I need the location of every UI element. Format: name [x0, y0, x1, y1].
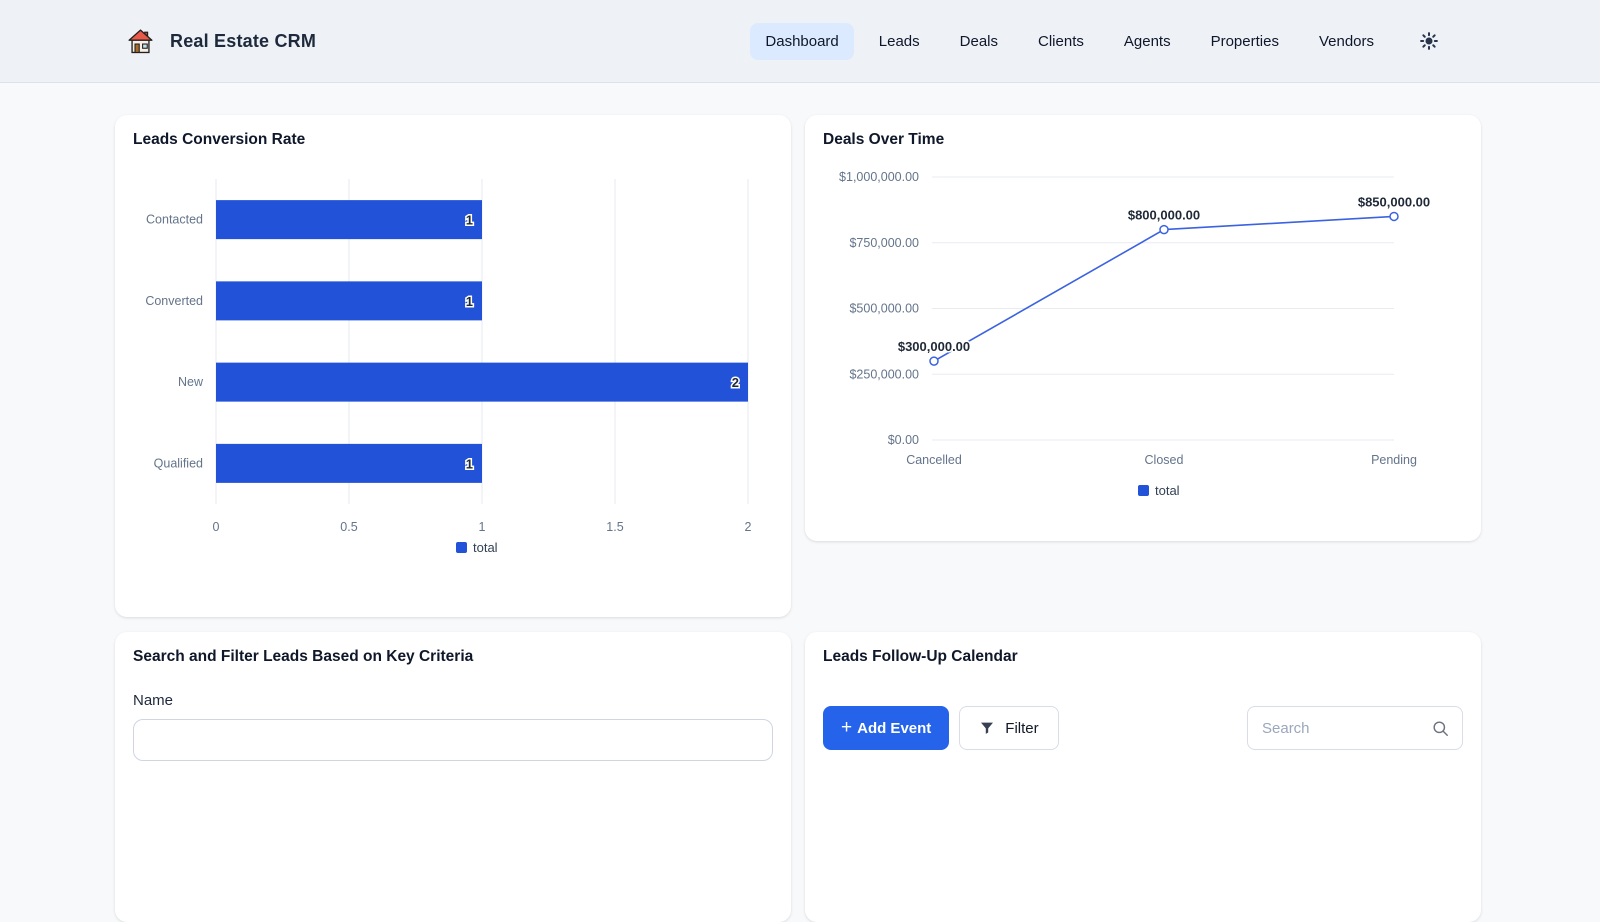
- magnifier-icon: [1431, 719, 1450, 738]
- y-tick-label: $1,000,000.00: [839, 170, 919, 184]
- follow-up-calendar-card: Leads Follow-Up Calendar + Add Event Fil…: [805, 632, 1481, 922]
- search-filter-title: Search and Filter Leads Based on Key Cri…: [133, 648, 474, 665]
- deals-over-time-title: Deals Over Time: [823, 131, 945, 148]
- add-event-button[interactable]: + Add Event: [823, 706, 950, 750]
- nav-item-properties[interactable]: Properties: [1196, 23, 1294, 60]
- x-category-label: Closed: [1145, 453, 1184, 467]
- legend-swatch[interactable]: [1138, 485, 1149, 496]
- data-point: [929, 356, 939, 366]
- point-value-label: $300,000.00: [898, 339, 970, 354]
- brand[interactable]: Real Estate CRM: [127, 28, 316, 55]
- nav-item-clients[interactable]: Clients: [1023, 23, 1099, 60]
- x-category-label: Cancelled: [906, 453, 962, 467]
- bar-contacted: [216, 200, 482, 240]
- sun-icon: [1419, 31, 1439, 51]
- leads-conversion-title: Leads Conversion Rate: [133, 131, 306, 148]
- bar-value-label: 2: [732, 375, 739, 390]
- dashboard-content: Leads Conversion Rate 0 0.5 1 1.5 2 1 Contacte…: [115, 115, 1481, 922]
- series-line-total: [933, 215, 1395, 362]
- main-nav: Dashboard Leads Deals Clients Agents Pro…: [750, 22, 1445, 60]
- x-tick-label: 2: [745, 520, 752, 534]
- plus-icon: +: [841, 716, 853, 738]
- deals-over-time-line-chart: $1,000,000.00 $750,000.00 $500,000.00 $250,…: [839, 170, 1432, 498]
- bar-converted: [216, 281, 482, 321]
- nav-item-leads[interactable]: Leads: [864, 23, 935, 60]
- data-point: [1159, 224, 1169, 235]
- bar-value-label: 1: [466, 294, 473, 309]
- funnel-icon: [979, 720, 995, 736]
- x-tick-label: 1.5: [606, 520, 623, 534]
- category-label: Converted: [145, 294, 203, 308]
- app-title: Real Estate CRM: [170, 30, 317, 51]
- nav-item-dashboard[interactable]: Dashboard: [750, 22, 854, 60]
- point-value-label: $800,000.00: [1128, 208, 1200, 223]
- legend-swatch[interactable]: [456, 542, 467, 553]
- house-icon: [127, 28, 154, 55]
- name-field-label: Name: [133, 692, 174, 709]
- filter-button[interactable]: Filter: [959, 706, 1059, 750]
- x-category-label: Pending: [1371, 453, 1417, 467]
- bar-value-label: 1: [466, 213, 473, 228]
- legend-label[interactable]: total: [1155, 483, 1180, 498]
- calendar-search-input[interactable]: [1260, 718, 1423, 738]
- calendar-toolbar: + Add Event Filter: [823, 706, 1463, 750]
- y-tick-label: $500,000.00: [849, 302, 919, 316]
- filter-label: Filter: [1005, 719, 1039, 737]
- add-event-label: Add Event: [857, 719, 932, 737]
- y-tick-label: $250,000.00: [849, 367, 919, 381]
- x-tick-label: 0.5: [340, 520, 357, 534]
- category-label: New: [178, 375, 204, 389]
- name-field[interactable]: [133, 719, 773, 761]
- y-tick-label: $750,000.00: [849, 236, 919, 250]
- nav-item-agents[interactable]: Agents: [1109, 23, 1186, 60]
- y-tick-label: $0.00: [888, 433, 919, 447]
- bar-qualified: [216, 443, 482, 483]
- leads-conversion-card: Leads Conversion Rate 0 0.5 1 1.5 2 1 Contacte…: [115, 115, 791, 617]
- deals-over-time-card: Deals Over Time $1,000,000.00 $750,000.00…: [805, 115, 1481, 541]
- x-tick-label: 0: [213, 520, 220, 534]
- data-point: [1389, 211, 1399, 222]
- calendar-search-box: [1247, 706, 1463, 750]
- point-value-label: $850,000.00: [1358, 194, 1430, 209]
- category-label: Contacted: [146, 213, 203, 227]
- top-navbar: Real Estate CRM Dashboard Leads Deals Cl…: [0, 0, 1600, 83]
- x-tick-label: 1: [479, 520, 486, 534]
- category-label: Qualified: [154, 456, 203, 470]
- legend-label[interactable]: total: [473, 540, 498, 555]
- nav-item-vendors[interactable]: Vendors: [1304, 23, 1389, 60]
- search-filter-leads-card: Search and Filter Leads Based on Key Cri…: [115, 632, 791, 922]
- bar-value-label: 1: [466, 456, 473, 471]
- nav-item-deals[interactable]: Deals: [945, 23, 1013, 60]
- leads-conversion-bar-chart: 0 0.5 1 1.5 2 1 Contacted 1 Converted 2 New 1 Qualif…: [145, 179, 752, 555]
- calendar-title: Leads Follow-Up Calendar: [823, 648, 1018, 665]
- theme-toggle-button[interactable]: [1413, 25, 1445, 57]
- bar-new: [216, 362, 748, 402]
